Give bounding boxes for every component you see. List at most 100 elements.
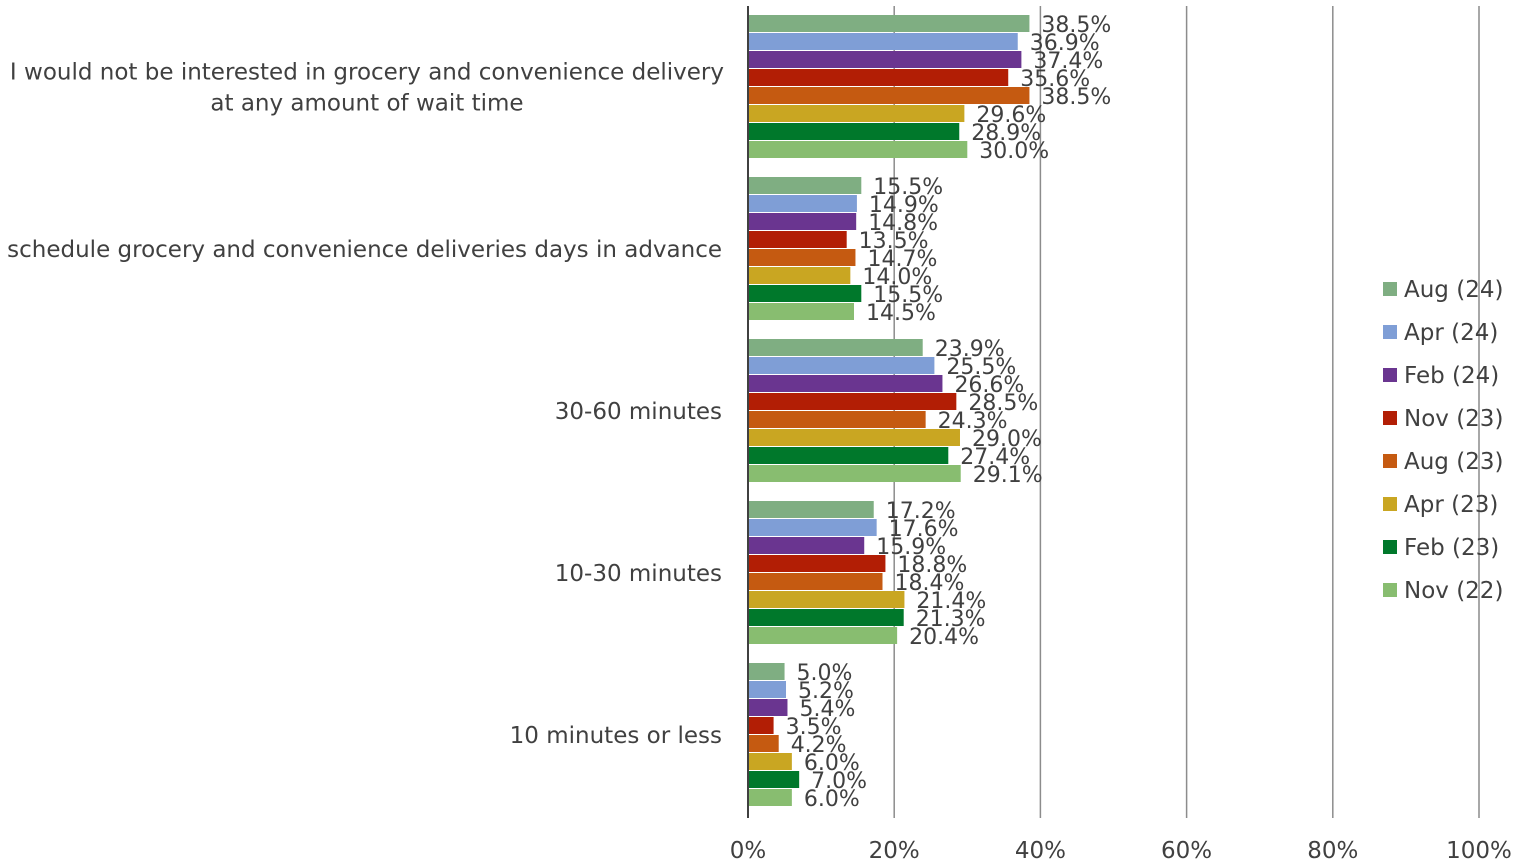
bar — [748, 627, 898, 644]
bar — [748, 393, 957, 410]
legend-label: Apr (23) — [1404, 492, 1498, 518]
bars — [748, 15, 1030, 806]
data-label: 15.9% — [876, 535, 946, 560]
bar — [748, 555, 886, 572]
data-label: 28.9% — [971, 121, 1041, 146]
category-label: I would not be interested in grocery and… — [10, 60, 724, 86]
bar — [748, 429, 960, 446]
data-label: 36.9% — [1030, 31, 1100, 56]
data-labels: 38.5%36.9%37.4%35.6%38.5%29.6%28.9%30.0%… — [786, 13, 1112, 812]
data-label: 29.1% — [973, 463, 1043, 488]
legend-swatch — [1383, 411, 1397, 425]
legend-label: Apr (24) — [1404, 320, 1498, 346]
bar — [748, 303, 854, 320]
bar — [748, 465, 961, 482]
bar — [748, 33, 1018, 50]
legend-label: Feb (24) — [1404, 363, 1499, 389]
data-label: 21.3% — [916, 607, 986, 632]
bar — [748, 735, 779, 752]
data-label: 24.3% — [938, 409, 1008, 434]
data-label: 20.4% — [909, 625, 979, 650]
legend-swatch — [1383, 282, 1397, 296]
category-label: I schedule grocery and convenience deliv… — [0, 237, 722, 263]
data-label: 6.0% — [804, 751, 860, 776]
legend-swatch — [1383, 540, 1397, 554]
data-label: 29.6% — [976, 103, 1046, 128]
bar — [748, 15, 1030, 32]
data-label: 5.2% — [798, 679, 854, 704]
bar — [748, 591, 905, 608]
legend-swatch — [1383, 497, 1397, 511]
x-tick-label: 0% — [730, 838, 767, 863]
category-label: 10 minutes or less — [510, 723, 722, 749]
bar — [748, 339, 923, 356]
bar — [748, 87, 1030, 104]
gridlines — [893, 6, 1480, 818]
bar — [748, 105, 965, 122]
data-label: 29.0% — [972, 427, 1042, 452]
data-label: 5.4% — [799, 697, 855, 722]
bar — [748, 249, 856, 266]
legend-swatch — [1383, 368, 1397, 382]
legend-label: Aug (24) — [1404, 277, 1503, 303]
legend-label: Nov (22) — [1404, 578, 1503, 604]
bar — [748, 141, 968, 158]
bar — [748, 717, 774, 734]
bar — [748, 51, 1022, 68]
data-label: 38.5% — [1041, 13, 1111, 38]
x-tick-label: 40% — [1015, 838, 1066, 863]
data-label: 28.5% — [968, 391, 1038, 416]
data-label: 15.5% — [873, 175, 943, 200]
data-label: 30.0% — [979, 139, 1049, 164]
bar — [748, 609, 904, 626]
category-label: 10-30 minutes — [555, 561, 722, 587]
x-tick-label: 60% — [1161, 838, 1212, 863]
bar — [748, 663, 785, 680]
data-label: 18.8% — [897, 553, 967, 578]
bar — [748, 411, 926, 428]
legend-swatch — [1383, 325, 1397, 339]
bar — [748, 681, 787, 698]
bar — [748, 357, 935, 374]
data-label: 17.2% — [886, 499, 956, 524]
legend-swatch — [1383, 583, 1397, 597]
data-label: 15.5% — [873, 283, 943, 308]
bar — [748, 69, 1009, 86]
x-tick-label: 20% — [869, 838, 920, 863]
data-label: 26.6% — [954, 373, 1024, 398]
bar — [748, 537, 865, 554]
bar — [748, 375, 943, 392]
data-label: 4.2% — [791, 733, 847, 758]
x-tick-label: 100% — [1446, 838, 1512, 863]
legend-label: Nov (23) — [1404, 406, 1503, 432]
data-label: 14.8% — [868, 211, 938, 236]
legend: Aug (24) Apr (24) Feb (24) Nov (23) Aug (23)… — [1383, 277, 1503, 604]
bar — [748, 519, 877, 536]
legend-label: Feb (23) — [1404, 535, 1499, 561]
data-label: 14.0% — [862, 265, 932, 290]
data-label: 6.0% — [804, 787, 860, 812]
data-label: 38.5% — [1041, 85, 1111, 110]
bar — [748, 231, 847, 248]
data-label: 25.5% — [946, 355, 1016, 380]
legend-swatch — [1383, 454, 1397, 468]
data-label: 14.7% — [867, 247, 937, 272]
axes: 0% 20% 40% 60% 80% 100% I would not be interes… — [0, 6, 1512, 864]
bar — [748, 573, 883, 590]
category-label: 30-60 minutes — [555, 399, 722, 425]
bar — [748, 123, 960, 140]
data-label: 7.0% — [811, 769, 867, 794]
bar — [748, 753, 792, 770]
x-tick-label: 80% — [1307, 838, 1358, 863]
data-label: 3.5% — [786, 715, 842, 740]
data-label: 18.4% — [895, 571, 965, 596]
bar — [748, 447, 949, 464]
data-label: 37.4% — [1033, 49, 1103, 74]
legend-label: Aug (23) — [1404, 449, 1503, 475]
data-label: 21.4% — [916, 589, 986, 614]
bar — [748, 177, 862, 194]
bar — [748, 771, 800, 788]
data-label: 14.9% — [869, 193, 939, 218]
